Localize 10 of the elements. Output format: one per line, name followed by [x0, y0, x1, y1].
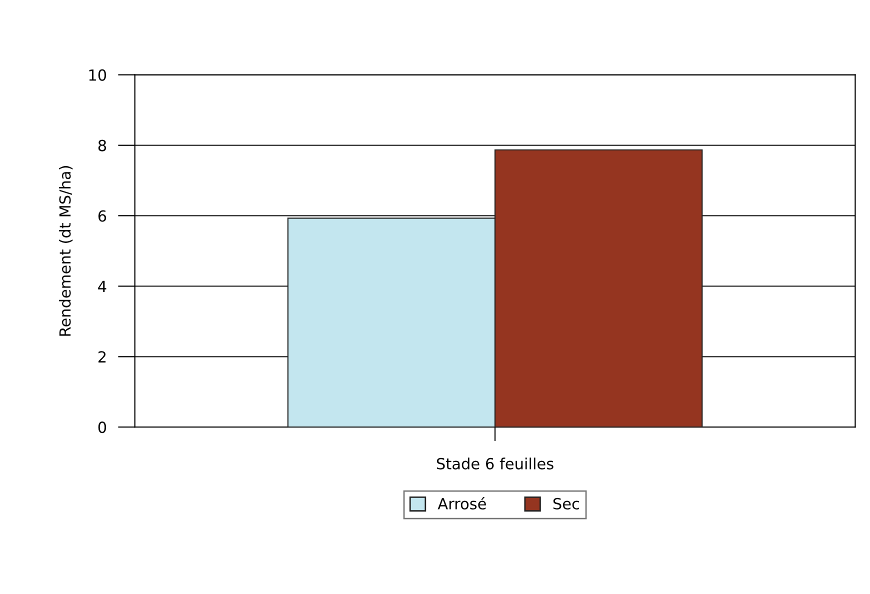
y-tick-label: 8 [98, 140, 106, 152]
y-tick-label: 0 [98, 422, 106, 434]
y-tick-label: 2 [98, 351, 106, 362]
x-tick-label: Stade 6 feuilles [436, 458, 554, 470]
y-tick-label: 4 [98, 280, 106, 292]
y-axis-title: Rendement (dt MS/ha) [58, 166, 73, 336]
y-tick-label: 6 [98, 210, 106, 222]
y-tick-label: 10 [89, 69, 106, 81]
legend-label: Arrosé [438, 497, 486, 510]
legend-label: Sec [553, 498, 579, 510]
